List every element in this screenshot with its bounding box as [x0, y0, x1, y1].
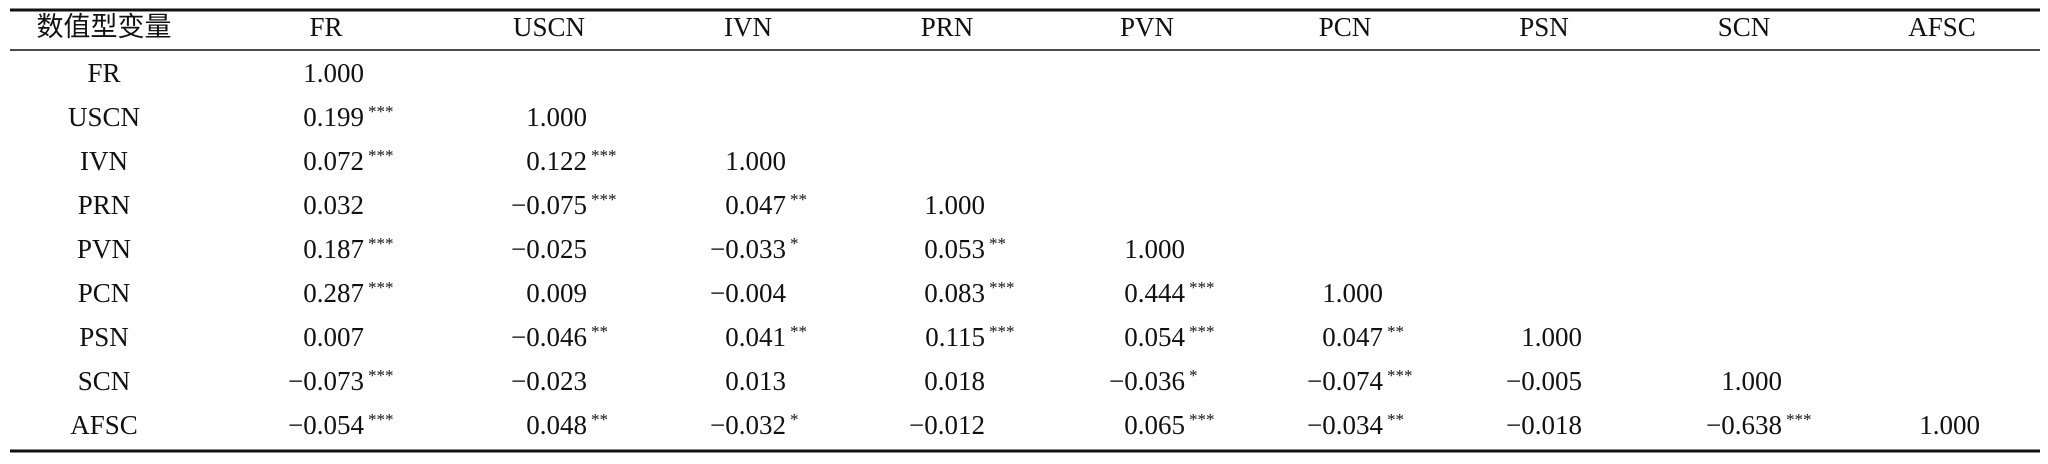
cell-value: 1.000 [924, 190, 985, 220]
significance-stars: *** [368, 234, 394, 253]
cell-value: 0.053 [924, 234, 985, 264]
column-header: SCN [1718, 12, 1771, 42]
significance-stars: *** [1387, 366, 1413, 385]
significance-stars: ** [1387, 410, 1404, 429]
cell-value: 0.054 [1124, 322, 1185, 352]
cell-value: 1.000 [303, 58, 364, 88]
row-label: USCN [68, 102, 140, 132]
cell-value: 0.444 [1124, 278, 1185, 308]
significance-stars: *** [368, 102, 394, 121]
cell-value: −0.036 [1109, 366, 1185, 396]
cell-value: 1.000 [1124, 234, 1185, 264]
cell-value: −0.033 [710, 234, 786, 264]
cell-value: 0.009 [526, 278, 587, 308]
cell-value: −0.073 [288, 366, 364, 396]
significance-stars: ** [790, 190, 807, 209]
cell-value: 0.065 [1124, 410, 1185, 440]
cell-value: −0.075 [511, 190, 587, 220]
column-header: PVN [1120, 12, 1174, 42]
cell-value: −0.054 [288, 410, 364, 440]
cell-value: −0.023 [511, 366, 587, 396]
cell-value: 0.007 [303, 322, 364, 352]
cell-value: −0.005 [1506, 366, 1582, 396]
cell-value: 0.041 [725, 322, 786, 352]
significance-stars: *** [368, 410, 394, 429]
significance-stars: *** [989, 322, 1015, 341]
row-label: IVN [80, 146, 128, 176]
significance-stars: ** [790, 322, 807, 341]
cell-value: −0.018 [1506, 410, 1582, 440]
row-label: PCN [78, 278, 131, 308]
cell-value: 1.000 [1919, 410, 1980, 440]
column-header: PRN [921, 12, 974, 42]
cell-value: −0.032 [710, 410, 786, 440]
cell-value: 0.199 [303, 102, 364, 132]
column-header: USCN [513, 12, 585, 42]
cell-value: 1.000 [526, 102, 587, 132]
significance-stars: ** [989, 234, 1006, 253]
column-header: AFSC [1908, 12, 1976, 42]
significance-stars: * [790, 234, 799, 253]
row-label: AFSC [70, 410, 138, 440]
significance-stars: * [790, 410, 799, 429]
cell-value: −0.074 [1307, 366, 1383, 396]
significance-stars: ** [1387, 322, 1404, 341]
row-label: PSN [79, 322, 129, 352]
column-header: PCN [1319, 12, 1372, 42]
cell-value: 1.000 [1521, 322, 1582, 352]
significance-stars: *** [591, 146, 617, 165]
row-label: PRN [78, 190, 131, 220]
column-header: FR [309, 12, 342, 42]
significance-stars: *** [368, 278, 394, 297]
significance-stars: *** [1189, 278, 1215, 297]
significance-stars: *** [1786, 410, 1812, 429]
cell-value: 1.000 [1721, 366, 1782, 396]
cell-value: −0.046 [511, 322, 587, 352]
cell-value: −0.034 [1307, 410, 1383, 440]
column-header: IVN [724, 12, 772, 42]
cell-value: 1.000 [1322, 278, 1383, 308]
cell-value: −0.004 [710, 278, 786, 308]
cell-value: −0.025 [511, 234, 587, 264]
cell-value: 0.115 [925, 322, 985, 352]
cell-value: 0.072 [303, 146, 364, 176]
cell-value: −0.012 [909, 410, 985, 440]
cell-value: 0.122 [526, 146, 587, 176]
column-header: 数值型变量 [37, 12, 172, 42]
row-label: SCN [78, 366, 131, 396]
row-label: PVN [77, 234, 131, 264]
significance-stars: *** [368, 146, 394, 165]
cell-value: 1.000 [725, 146, 786, 176]
significance-stars: * [1189, 366, 1198, 385]
significance-stars: *** [1189, 410, 1215, 429]
cell-value: 0.083 [924, 278, 985, 308]
column-header: PSN [1519, 12, 1569, 42]
cell-value: 0.013 [725, 366, 786, 396]
cell-value: 0.187 [303, 234, 364, 264]
row-label: FR [87, 58, 120, 88]
significance-stars: ** [591, 322, 608, 341]
cell-value: 0.287 [303, 278, 364, 308]
cell-value: 0.047 [725, 190, 786, 220]
significance-stars: *** [1189, 322, 1215, 341]
significance-stars: *** [368, 366, 394, 385]
significance-stars: ** [591, 410, 608, 429]
cell-value: 0.018 [924, 366, 985, 396]
cell-value: −0.638 [1706, 410, 1782, 440]
significance-stars: *** [591, 190, 617, 209]
significance-stars: *** [989, 278, 1015, 297]
cell-value: 0.048 [526, 410, 587, 440]
cell-value: 0.047 [1322, 322, 1383, 352]
cell-value: 0.032 [303, 190, 364, 220]
